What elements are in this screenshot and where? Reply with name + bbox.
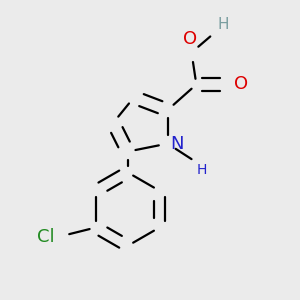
Text: Cl: Cl	[37, 228, 54, 246]
Text: N: N	[170, 135, 184, 153]
Text: H: H	[196, 163, 207, 177]
Text: H: H	[217, 17, 229, 32]
Text: O: O	[183, 30, 197, 48]
Text: O: O	[234, 76, 248, 94]
